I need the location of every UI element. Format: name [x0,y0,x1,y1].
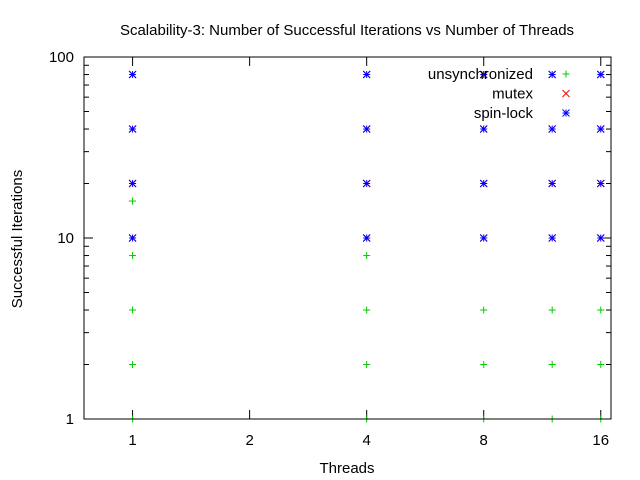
legend: unsynchronized mutex spin-lock [428,66,570,122]
legend-marker-unsynchronized [562,70,570,78]
unsynchronized-point [548,361,556,369]
unsynchronized-point [129,252,137,260]
unsynchronized-point [129,361,137,369]
unsynchronized-point [363,361,371,369]
y-tick-label: 100 [49,49,74,66]
spin-lock-point [479,179,488,188]
data-points [128,70,605,423]
unsynchronized-point [363,252,371,260]
spin-lock-point [548,234,557,242]
plot-frame [83,56,612,420]
x-tick-label: 1 [128,432,136,449]
spin-lock-point [548,179,557,188]
spin-lock-point [548,70,557,79]
spin-lock-point [479,234,488,242]
y-axis-label: Successful Iterations [9,170,26,308]
spin-lock-point [596,179,605,188]
unsynchronized-point [363,306,371,314]
spin-lock-point [596,125,605,133]
x-tick-label: 4 [362,432,370,449]
unsynchronized-point [548,306,556,314]
unsynchronized-point [480,306,488,314]
legend-marker-spin-lock [562,109,570,117]
spin-lock-point [128,70,137,79]
chart-title: Scalability-3: Number of Successful Iter… [120,22,574,39]
spin-lock-point [128,179,137,188]
x-tick-label: 8 [480,432,488,449]
y-tick-label: 1 [66,411,74,428]
legend-label: mutex [492,86,533,103]
legend-marker-mutex [562,89,570,98]
x-axis-label: Threads [319,460,374,477]
spin-lock-point [479,70,488,79]
unsynchronized-point [597,306,605,314]
legend-label: unsynchronized [428,66,533,83]
spin-lock-point [362,179,371,188]
spin-lock-point [548,125,557,133]
x-tick-label: 16 [592,432,609,449]
spin-lock-point [128,125,137,133]
unsynchronized-point [129,306,137,314]
spin-lock-point [479,125,488,133]
spin-lock-point [128,234,137,242]
spin-lock-point [362,234,371,242]
unsynchronized-point [597,361,605,369]
x-tick-label: 2 [245,432,253,449]
y-tick-label: 10 [57,230,74,247]
spin-lock-point [362,125,371,133]
legend-label: spin-lock [474,105,534,122]
spin-lock-point [362,70,371,79]
unsynchronized-point [129,197,137,205]
spin-lock-point [596,70,605,79]
spin-lock-point [596,234,605,242]
axis-tick-labels: 1 2 4 8 16 1 10 100 [49,49,609,449]
unsynchronized-point [480,361,488,369]
